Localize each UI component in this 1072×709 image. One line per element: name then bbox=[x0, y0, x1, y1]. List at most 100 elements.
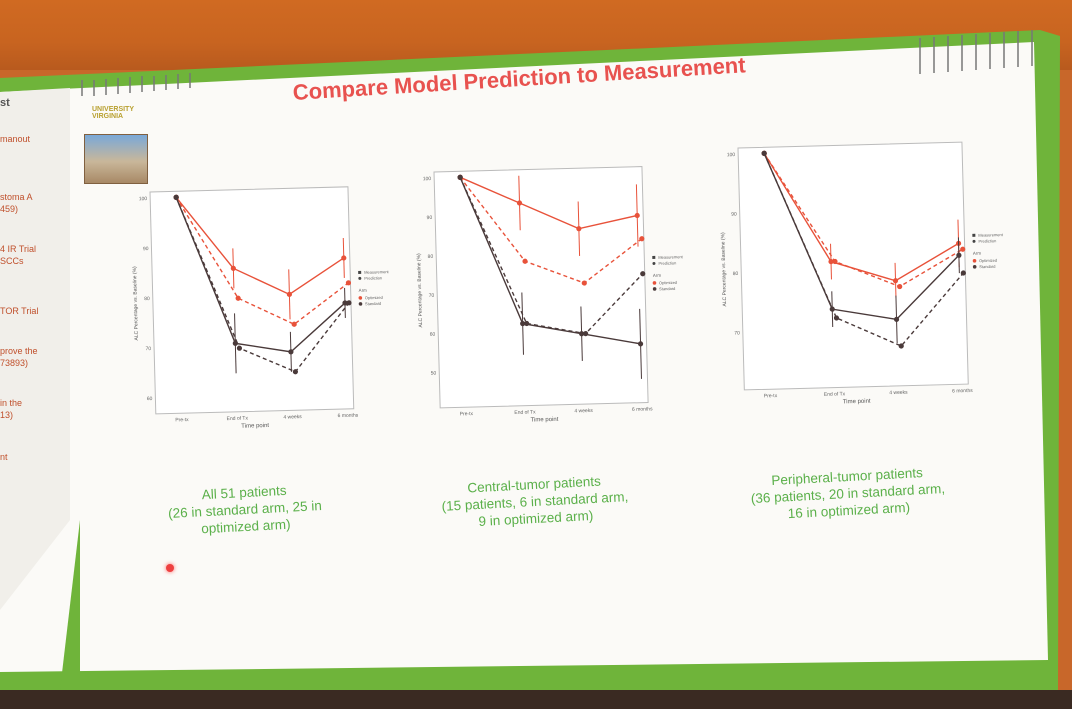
data-point bbox=[286, 291, 292, 297]
legend-marker bbox=[972, 233, 976, 237]
data-point bbox=[893, 316, 900, 322]
chart-all-patients: 100 90 80 70 60 Pre-tx End of Tx 4 weeks 6 month… bbox=[132, 186, 390, 430]
x-tick-label: Pre-tx bbox=[460, 411, 474, 417]
series-line-optimized-prediction bbox=[175, 196, 349, 326]
data-point bbox=[288, 349, 294, 355]
y-tick-label: 80 bbox=[428, 254, 434, 260]
data-point bbox=[960, 270, 966, 276]
data-point bbox=[583, 331, 589, 337]
rotunda-photo bbox=[84, 134, 148, 184]
legend-label: Measurement bbox=[978, 232, 1003, 238]
data-point bbox=[520, 320, 526, 327]
y-tick-label: 80 bbox=[733, 271, 739, 277]
x-tick-label: 4 weeks bbox=[574, 408, 593, 414]
data-point bbox=[341, 255, 347, 261]
y-tick-label: 60 bbox=[147, 396, 153, 402]
prev-slide-fragment: st bbox=[0, 97, 10, 109]
decorative-bars-top-left bbox=[81, 73, 191, 96]
legend-marker bbox=[358, 296, 363, 300]
data-point bbox=[522, 258, 528, 264]
caption-text: Peripheral-tumor patients (36 patients, … bbox=[750, 465, 946, 522]
data-point bbox=[634, 212, 640, 219]
data-point bbox=[637, 341, 644, 347]
data-point bbox=[291, 321, 297, 327]
legend-marker bbox=[358, 270, 362, 274]
data-point bbox=[828, 259, 834, 265]
data-point bbox=[960, 246, 966, 252]
data-point bbox=[292, 369, 299, 375]
prev-slide-fragment: in the bbox=[0, 398, 23, 408]
y-tick-label: 90 bbox=[731, 212, 737, 218]
y-tick-label: 70 bbox=[734, 330, 740, 336]
legend-marker bbox=[972, 259, 977, 263]
y-tick-label: 60 bbox=[430, 332, 436, 338]
legend-title: Arm bbox=[359, 288, 368, 293]
legend-marker bbox=[358, 276, 362, 280]
data-point bbox=[898, 343, 904, 349]
legend-label: Optimized bbox=[659, 280, 677, 285]
prev-slide-fragment: TOR Trial bbox=[0, 306, 39, 316]
data-point bbox=[892, 278, 899, 284]
prev-slide-fragment: 13) bbox=[0, 410, 14, 420]
y-tick-label: 100 bbox=[727, 152, 736, 158]
legend-label: Standard bbox=[365, 301, 381, 306]
y-axis-label: ALC Percentage vs. Baseline (%) bbox=[132, 266, 140, 341]
data-point bbox=[579, 331, 585, 337]
plot-frame bbox=[433, 166, 649, 409]
y-tick-label: 70 bbox=[145, 346, 151, 352]
legend-label: Prediction bbox=[658, 260, 676, 265]
y-tick-label: 70 bbox=[429, 293, 435, 299]
data-point bbox=[639, 236, 645, 242]
x-tick-label: 6 months bbox=[632, 406, 653, 413]
legend-label: Measurement bbox=[658, 254, 683, 260]
prev-slide-fragment: manout bbox=[0, 134, 31, 144]
data-point bbox=[230, 265, 236, 271]
data-point bbox=[576, 226, 582, 232]
legend-marker bbox=[972, 265, 977, 269]
y-tick-label: 100 bbox=[423, 176, 432, 182]
series-line-optimized-prediction bbox=[763, 152, 964, 288]
data-point bbox=[516, 200, 523, 206]
data-point bbox=[581, 280, 587, 286]
series-line-optimized-measurement bbox=[459, 176, 638, 230]
legend-marker bbox=[652, 281, 657, 285]
legend-marker bbox=[652, 261, 656, 265]
data-point bbox=[956, 252, 962, 258]
chart-peripheral-tumor: 100 90 80 70 Pre-tx End of Tx 4 weeks 6 months T… bbox=[720, 141, 1004, 406]
data-point bbox=[236, 345, 243, 351]
caption-text: Central-tumor patients (15 patients, 6 i… bbox=[441, 473, 629, 529]
prev-slide-fragment: 459) bbox=[0, 204, 19, 214]
y-tick-label: 80 bbox=[144, 296, 150, 302]
decorative-bars-top-right bbox=[919, 30, 1033, 74]
laser-pointer-dot bbox=[166, 564, 174, 572]
x-tick-label: End of Tx bbox=[824, 391, 846, 398]
x-tick-label: End of Tx bbox=[227, 416, 249, 423]
x-tick-label: Pre-tx bbox=[764, 393, 778, 399]
series-line-standard-measurement bbox=[175, 197, 346, 353]
y-tick-label: 100 bbox=[139, 196, 148, 202]
x-tick-label: 6 months bbox=[338, 413, 359, 420]
series-line-standard-prediction bbox=[459, 177, 644, 335]
data-point bbox=[833, 315, 840, 321]
data-point bbox=[524, 320, 530, 327]
y-axis-label: ALC Percentage vs. Baseline (%) bbox=[416, 253, 424, 328]
plot-frame bbox=[149, 186, 355, 415]
y-tick-label: 90 bbox=[143, 246, 149, 252]
prev-slide-fragment: 73893) bbox=[0, 358, 29, 368]
legend-marker bbox=[972, 239, 976, 243]
data-point bbox=[235, 295, 241, 301]
x-tick-label: 4 weeks bbox=[889, 390, 908, 396]
legend-label: Optimized bbox=[365, 295, 383, 300]
y-tick-label: 50 bbox=[431, 371, 437, 377]
x-axis-label: Time point bbox=[531, 417, 559, 424]
y-tick-label: 90 bbox=[427, 215, 433, 221]
prev-slide-fragment: SCCs bbox=[0, 256, 24, 266]
x-axis-label: Time point bbox=[843, 399, 871, 406]
series-line-optimized-measurement bbox=[763, 152, 959, 282]
legend-label: Prediction bbox=[978, 238, 996, 243]
university-logo: UNIVERSITY VIRGINIA bbox=[84, 104, 148, 184]
x-axis-label: Time point bbox=[241, 423, 269, 430]
stage-floor bbox=[0, 690, 1072, 709]
prev-slide-fragment: nt bbox=[0, 452, 8, 462]
